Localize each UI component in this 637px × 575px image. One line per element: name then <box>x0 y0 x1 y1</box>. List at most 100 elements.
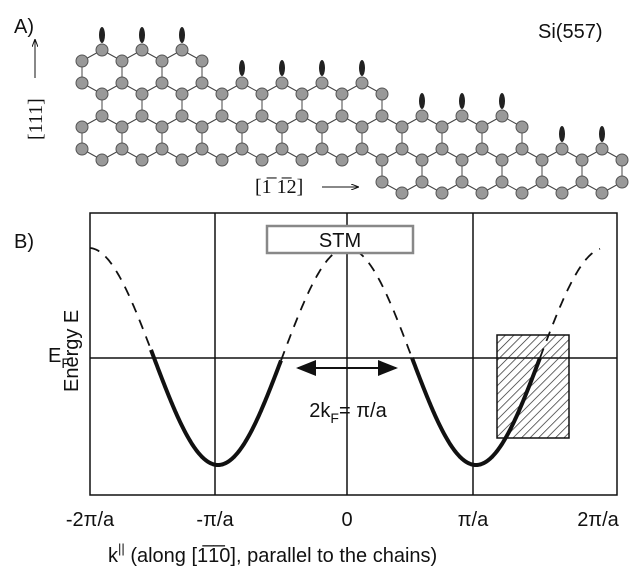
atom <box>555 142 569 156</box>
atom <box>135 109 149 123</box>
atom <box>135 153 149 167</box>
atom <box>95 43 109 57</box>
dangling-bond <box>459 93 465 109</box>
x-tick-label: π/a <box>458 509 489 531</box>
plot-frame <box>89 212 618 496</box>
atom <box>495 153 509 167</box>
atom <box>435 186 449 200</box>
atom <box>95 87 109 101</box>
atom <box>395 120 409 134</box>
panel-label: A) <box>14 16 34 38</box>
atom <box>455 153 469 167</box>
atom <box>115 142 129 156</box>
nesting-main: 2k <box>309 400 331 422</box>
atom <box>135 43 149 57</box>
atom <box>235 142 249 156</box>
dangling-bond <box>599 126 605 142</box>
atom <box>275 142 289 156</box>
x-tick-label: 0 <box>341 509 352 531</box>
atom <box>75 76 89 90</box>
atom <box>175 87 189 101</box>
lattice <box>75 27 629 200</box>
atom <box>375 175 389 189</box>
dangling-bond <box>239 60 245 76</box>
atom <box>215 87 229 101</box>
dangling-bond <box>319 60 325 76</box>
x-tick-label: -π/a <box>196 509 234 531</box>
atom <box>395 186 409 200</box>
band-unoccupied <box>539 247 601 359</box>
atom <box>335 109 349 123</box>
atom <box>395 142 409 156</box>
dangling-bond <box>499 93 505 109</box>
band-unoccupied <box>89 247 152 351</box>
atom <box>415 175 429 189</box>
atom <box>535 153 549 167</box>
atom <box>215 153 229 167</box>
nesting-sub: F <box>330 410 339 426</box>
dangling-bond <box>99 27 105 43</box>
atom <box>135 87 149 101</box>
atom <box>535 175 549 189</box>
atom <box>515 186 529 200</box>
atom <box>575 175 589 189</box>
atom <box>195 76 209 90</box>
atom <box>195 54 209 68</box>
atom <box>255 109 269 123</box>
fermi-sub: F <box>61 355 70 371</box>
y-axis-label: Energy E <box>61 310 83 392</box>
atom <box>295 153 309 167</box>
atom <box>335 153 349 167</box>
atom <box>95 153 109 167</box>
atom <box>495 109 509 123</box>
surface-label: Si(557) <box>538 21 602 43</box>
atom <box>95 109 109 123</box>
atom <box>475 186 489 200</box>
atom <box>355 76 369 90</box>
atom <box>455 109 469 123</box>
atom <box>215 109 229 123</box>
axis-vertical: [111] <box>25 98 47 140</box>
atom <box>315 120 329 134</box>
atom <box>315 142 329 156</box>
atom <box>375 109 389 123</box>
band-occupied <box>410 357 542 467</box>
atom <box>415 153 429 167</box>
atom <box>155 120 169 134</box>
axis-horizontal: [1̅ 1̅2] <box>255 176 303 198</box>
atom <box>115 120 129 134</box>
x-axis-sup: || <box>118 541 125 556</box>
atom <box>155 142 169 156</box>
atom <box>75 54 89 68</box>
band-occupied <box>149 349 283 467</box>
atom <box>155 76 169 90</box>
atom <box>175 153 189 167</box>
fermi-main: E <box>48 345 61 367</box>
fermi-label: EF <box>48 345 70 371</box>
atom <box>475 142 489 156</box>
atom <box>255 153 269 167</box>
atom <box>155 54 169 68</box>
atom <box>355 142 369 156</box>
nesting-label: 2kF= π/a <box>309 400 387 426</box>
dangling-bond <box>559 126 565 142</box>
stm-label: STM <box>319 230 361 252</box>
atom <box>175 43 189 57</box>
atom <box>575 153 589 167</box>
atom <box>335 87 349 101</box>
atom <box>615 175 629 189</box>
atom <box>175 109 189 123</box>
hatched-region <box>496 334 570 439</box>
atom <box>275 76 289 90</box>
atom <box>595 142 609 156</box>
atom <box>455 175 469 189</box>
atom <box>515 142 529 156</box>
atom <box>595 186 609 200</box>
atom <box>495 175 509 189</box>
x-axis-label: k|| (along [1̅1̅0], parallel to the chai… <box>108 541 437 567</box>
x-axis-rest: (along [1̅1̅0], parallel to the chains) <box>125 544 437 567</box>
atom <box>615 153 629 167</box>
dangling-bond <box>419 93 425 109</box>
dangling-bond <box>179 27 185 43</box>
atom <box>415 109 429 123</box>
